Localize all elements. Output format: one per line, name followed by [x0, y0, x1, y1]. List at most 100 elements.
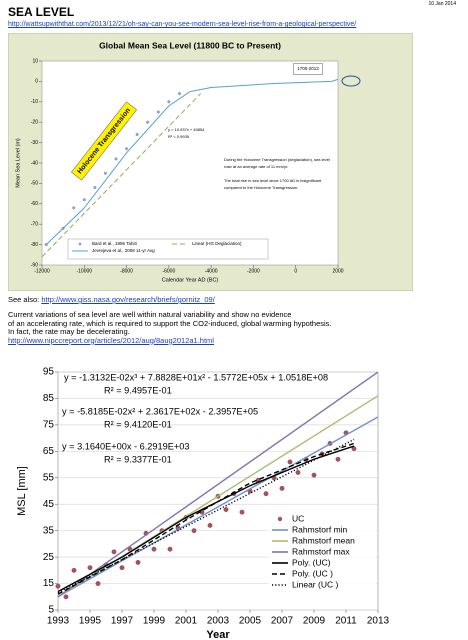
data-point: [82, 198, 86, 202]
data-point: [207, 522, 213, 528]
paragraph: Current variations of sea level are well…: [8, 310, 332, 345]
data-point: [177, 92, 182, 96]
annotation: The total rise in sea level since 1700 A…: [224, 178, 322, 183]
date: 10 Jan 2014: [428, 1, 456, 7]
x-axis-label: Year: [206, 629, 230, 640]
annotation: R² = 9.4957E-01: [104, 385, 172, 395]
data-point: [311, 472, 317, 478]
data-point: [156, 110, 160, 114]
y-tick-label: 25: [43, 552, 55, 563]
x-tick-label: 1993: [47, 616, 70, 627]
data-point: [223, 507, 229, 512]
annotation: 1700-2013: [297, 66, 319, 71]
series-line: [58, 372, 378, 598]
data-point: [72, 206, 76, 210]
page-title: SEA LEVEL: [8, 5, 75, 19]
paragraph-link[interactable]: http://www.nipccreport.org/articles/2012…: [8, 335, 214, 345]
x-tick-label: 2007: [271, 616, 294, 627]
data-point: [191, 528, 197, 534]
data-point: [87, 565, 93, 571]
data-point: [263, 491, 269, 497]
series-line: [58, 438, 355, 594]
series-line: [58, 442, 355, 595]
y-axis-label: MSL [mm]: [16, 466, 28, 516]
data-point: [119, 565, 125, 571]
x-tick-label: 0: [294, 268, 297, 274]
data-point: [93, 185, 97, 190]
paragraph-line: In fact, the rate may be decelerating.: [8, 327, 130, 337]
data-point: [95, 581, 101, 586]
y-tick-label: -20: [31, 120, 38, 126]
annotation: y = 3.1640E+00x - 6.2919E+03: [62, 441, 189, 451]
see-also-link[interactable]: http://www.giss.nasa.gov/research/briefs…: [41, 295, 215, 304]
data-point: [335, 456, 341, 462]
data-point: [151, 546, 157, 552]
x-tick-label: 2003: [207, 616, 230, 627]
x-tick-label: 2005: [239, 616, 262, 627]
y-tick-label: -40: [31, 160, 38, 166]
data-point: [103, 171, 108, 175]
y-tick-label: -30: [31, 140, 38, 146]
x-axis-label: Calendar Year AD (BC): [162, 277, 219, 283]
y-tick-label: 55: [43, 472, 55, 483]
paragraph-line: Current variations of sea level are well…: [8, 310, 292, 319]
series-line: [45, 78, 338, 245]
y-tick-label: -50: [31, 181, 38, 187]
legend-label: Rahmstorf max: [292, 546, 350, 556]
legend-label: Linear (UC ): [292, 579, 338, 589]
y-tick-label: 95: [43, 367, 55, 378]
y-tick-label: 15: [43, 578, 55, 589]
annotation: R² = 9.4120E-01: [104, 419, 172, 429]
annotation: rose at an average rate of 11 mm/yr.: [224, 164, 288, 169]
y-tick-label: -90: [31, 262, 38, 268]
legend-label: Jevrejeva et al., 2008 11-yr Avg: [92, 248, 155, 253]
source-link[interactable]: http://wattsupwiththat.com/2013/12/21/oh…: [8, 21, 357, 28]
x-tick-label: 1997: [111, 616, 134, 627]
annotation: compared to the Holocene Transgression.: [224, 185, 298, 190]
y-tick-label: 65: [43, 446, 55, 457]
data-point: [167, 100, 171, 104]
data-point: [146, 120, 150, 124]
y-tick-label: 75: [43, 420, 55, 431]
data-point: [111, 549, 117, 555]
x-tick-label: -4000: [205, 268, 218, 274]
chart-title: Global Mean Sea Level (11800 BC to Prese…: [99, 40, 281, 50]
x-tick-label: -2000: [247, 268, 260, 274]
annotation: R² = 9.3377E-01: [104, 454, 172, 464]
x-tick-label: -12000: [34, 268, 50, 274]
data-point: [167, 546, 173, 552]
y-tick-label: -10: [31, 99, 38, 105]
chart-msl: 5 15 25 35 45 55 65 75 85 95 1993 1995 1997 1999 2001 2…: [16, 367, 390, 640]
x-tick-label: 1999: [143, 616, 166, 627]
annotation: During the Holocene Transgression (degla…: [224, 157, 330, 162]
series-line: [42, 93, 201, 258]
data-point: [279, 485, 285, 491]
y-tick-label: 0: [35, 79, 38, 85]
x-tick-label: 2013: [367, 616, 390, 627]
annotation: y = 10.937x + 40854: [168, 127, 205, 132]
legend-label: Rahmstorf min: [292, 524, 348, 534]
highlight-box: [71, 101, 137, 181]
legend-marker: [78, 242, 82, 246]
highlight-ring: [341, 75, 361, 87]
data-point: [239, 509, 245, 515]
y-tick-label: 35: [43, 525, 55, 536]
data-point: [124, 147, 129, 151]
see-also-label: See also:: [8, 295, 40, 304]
data-point: [114, 157, 118, 161]
y-tick-label: 10: [32, 58, 38, 64]
legend-box: [67, 238, 269, 260]
x-tick-label: 2000: [332, 268, 343, 274]
x-tick-label: 2001: [175, 616, 198, 627]
y-tick-label: 5: [48, 605, 54, 616]
y-tick-label: -60: [31, 201, 38, 207]
data-point: [295, 470, 301, 475]
annotation: y = -5.8185E-02x² + 2.3617E+02x - 2.3957…: [62, 406, 258, 416]
data-point: [63, 594, 69, 600]
label-box: [292, 63, 324, 75]
paragraph-line: of an accelerating rate, which is requir…: [8, 318, 332, 328]
legend-marker: [277, 516, 283, 522]
y-axis-label: Mean Sea Level (m): [15, 138, 21, 188]
x-tick-label: 2011: [335, 616, 357, 627]
